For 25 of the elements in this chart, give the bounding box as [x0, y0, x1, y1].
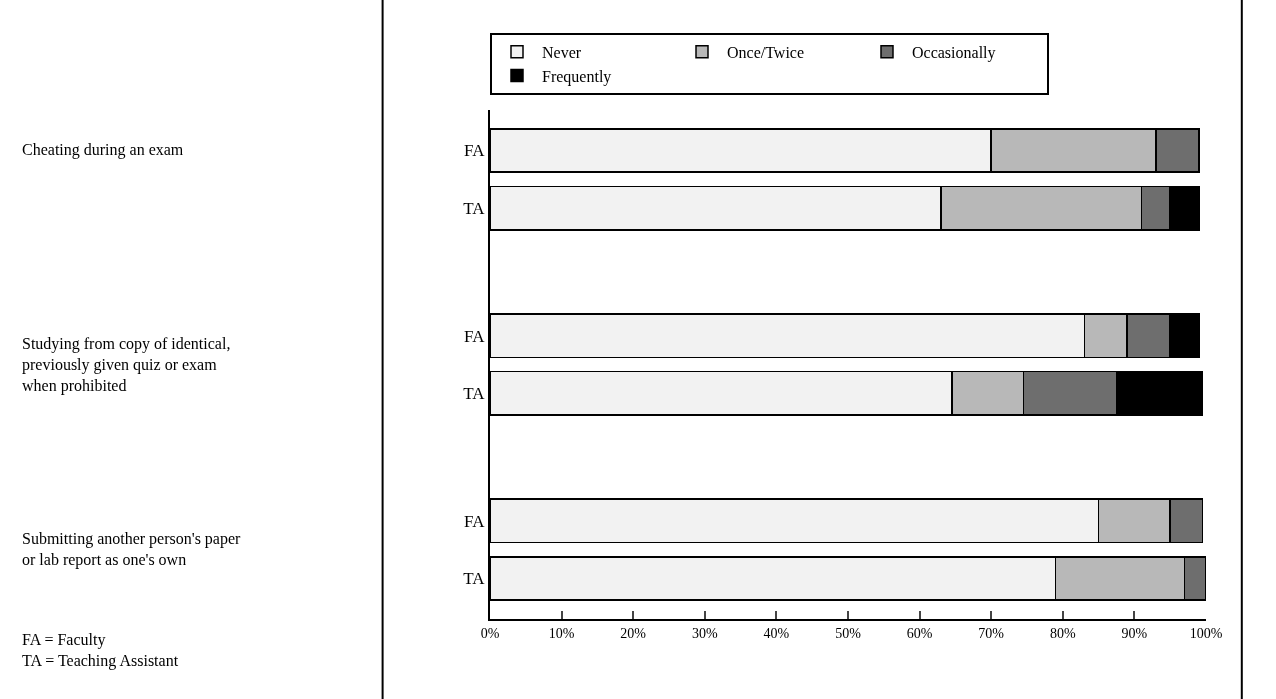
x-tick-label: 10%: [548, 625, 575, 641]
x-tick-label: 40%: [763, 625, 790, 641]
legend-label: Occasionally: [912, 43, 996, 62]
x-tick-label: 0%: [480, 625, 500, 641]
y-tick-label: TA: [463, 199, 486, 219]
text: Cheating during an exam: [22, 141, 184, 159]
legend-label: Once/Twice: [727, 43, 805, 61]
legend-label: Never: [542, 43, 582, 61]
x-tick-label: 90%: [1121, 625, 1148, 641]
x-tick-label: 100%: [1189, 625, 1223, 641]
x-tick-label: 20%: [620, 625, 647, 641]
y-tick-label: FA: [464, 141, 486, 161]
x-tick-label: 70%: [978, 625, 1005, 641]
x-tick-label: 50%: [835, 625, 862, 641]
y-tick-label: FA: [464, 511, 486, 531]
x-tick-label: 30%: [691, 625, 718, 641]
text: Studying from copy of identical, previously given quiz or exam when prohibited: [22, 335, 231, 395]
x-tick-label: 60%: [906, 625, 933, 641]
y-tick-label: TA: [463, 384, 486, 404]
text: FA = Faculty TA = Teaching Assistant: [22, 631, 179, 670]
y-tick-label: FA: [464, 326, 486, 346]
text: Submitting another person's paper or lab report as one's own: [22, 530, 242, 569]
x-tick-label: 80%: [1049, 625, 1076, 641]
y-tick-label: TA: [463, 569, 486, 589]
legend-label: Frequently: [542, 67, 612, 86]
